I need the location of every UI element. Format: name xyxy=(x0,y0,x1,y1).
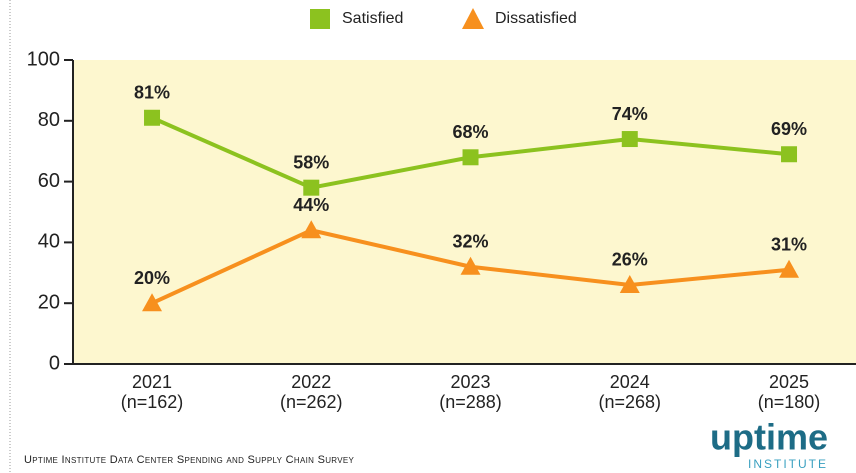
data-label: 20% xyxy=(134,268,170,288)
marker xyxy=(621,131,638,148)
marker xyxy=(301,220,322,239)
x-tick-label: 2021 xyxy=(132,372,172,392)
data-label: 68% xyxy=(453,122,489,142)
marker xyxy=(142,293,163,312)
marker xyxy=(462,149,479,166)
y-tick-label: 60 xyxy=(38,170,60,192)
source: Uptime Institute Data Center Spending an… xyxy=(24,454,355,466)
marker xyxy=(619,274,640,293)
data-label: 58% xyxy=(293,152,329,172)
x-tick-sublabel: (n=162) xyxy=(121,392,184,412)
x-tick-label: 2022 xyxy=(291,372,331,392)
plot-area xyxy=(73,60,856,364)
marker xyxy=(303,179,320,196)
data-label: 44% xyxy=(293,195,329,215)
data-label: 69% xyxy=(771,119,807,139)
x-tick-sublabel: (n=180) xyxy=(758,392,821,412)
y-tick-label: 100 xyxy=(27,48,60,70)
marker xyxy=(779,259,800,278)
data-label: 81% xyxy=(134,83,170,103)
x-tick-sublabel: (n=288) xyxy=(439,392,502,412)
data-label: 32% xyxy=(453,231,489,251)
y-tick-label: 40 xyxy=(38,231,60,253)
legend-marker xyxy=(462,8,484,29)
x-tick-sublabel: (n=268) xyxy=(599,392,662,412)
logo: uptime xyxy=(710,417,828,458)
marker xyxy=(781,146,798,163)
marker xyxy=(144,109,161,126)
y-tick-label: 80 xyxy=(38,109,60,131)
legend-label: Satisfied xyxy=(342,10,403,27)
legend-label: Dissatisfied xyxy=(495,10,577,27)
y-tick-label: 0 xyxy=(49,352,60,374)
data-label: 26% xyxy=(612,250,648,270)
y-tick-label: 20 xyxy=(38,291,60,313)
x-tick-label: 2024 xyxy=(610,372,650,392)
x-tick-label: 2023 xyxy=(451,372,491,392)
x-tick-sublabel: (n=262) xyxy=(280,392,343,412)
x-tick-label: 2025 xyxy=(769,372,809,392)
legend-marker xyxy=(310,9,330,29)
marker xyxy=(460,256,481,275)
data-label: 74% xyxy=(612,104,648,124)
data-label: 31% xyxy=(771,235,807,255)
logo-subtitle: INSTITUTE xyxy=(748,457,828,471)
